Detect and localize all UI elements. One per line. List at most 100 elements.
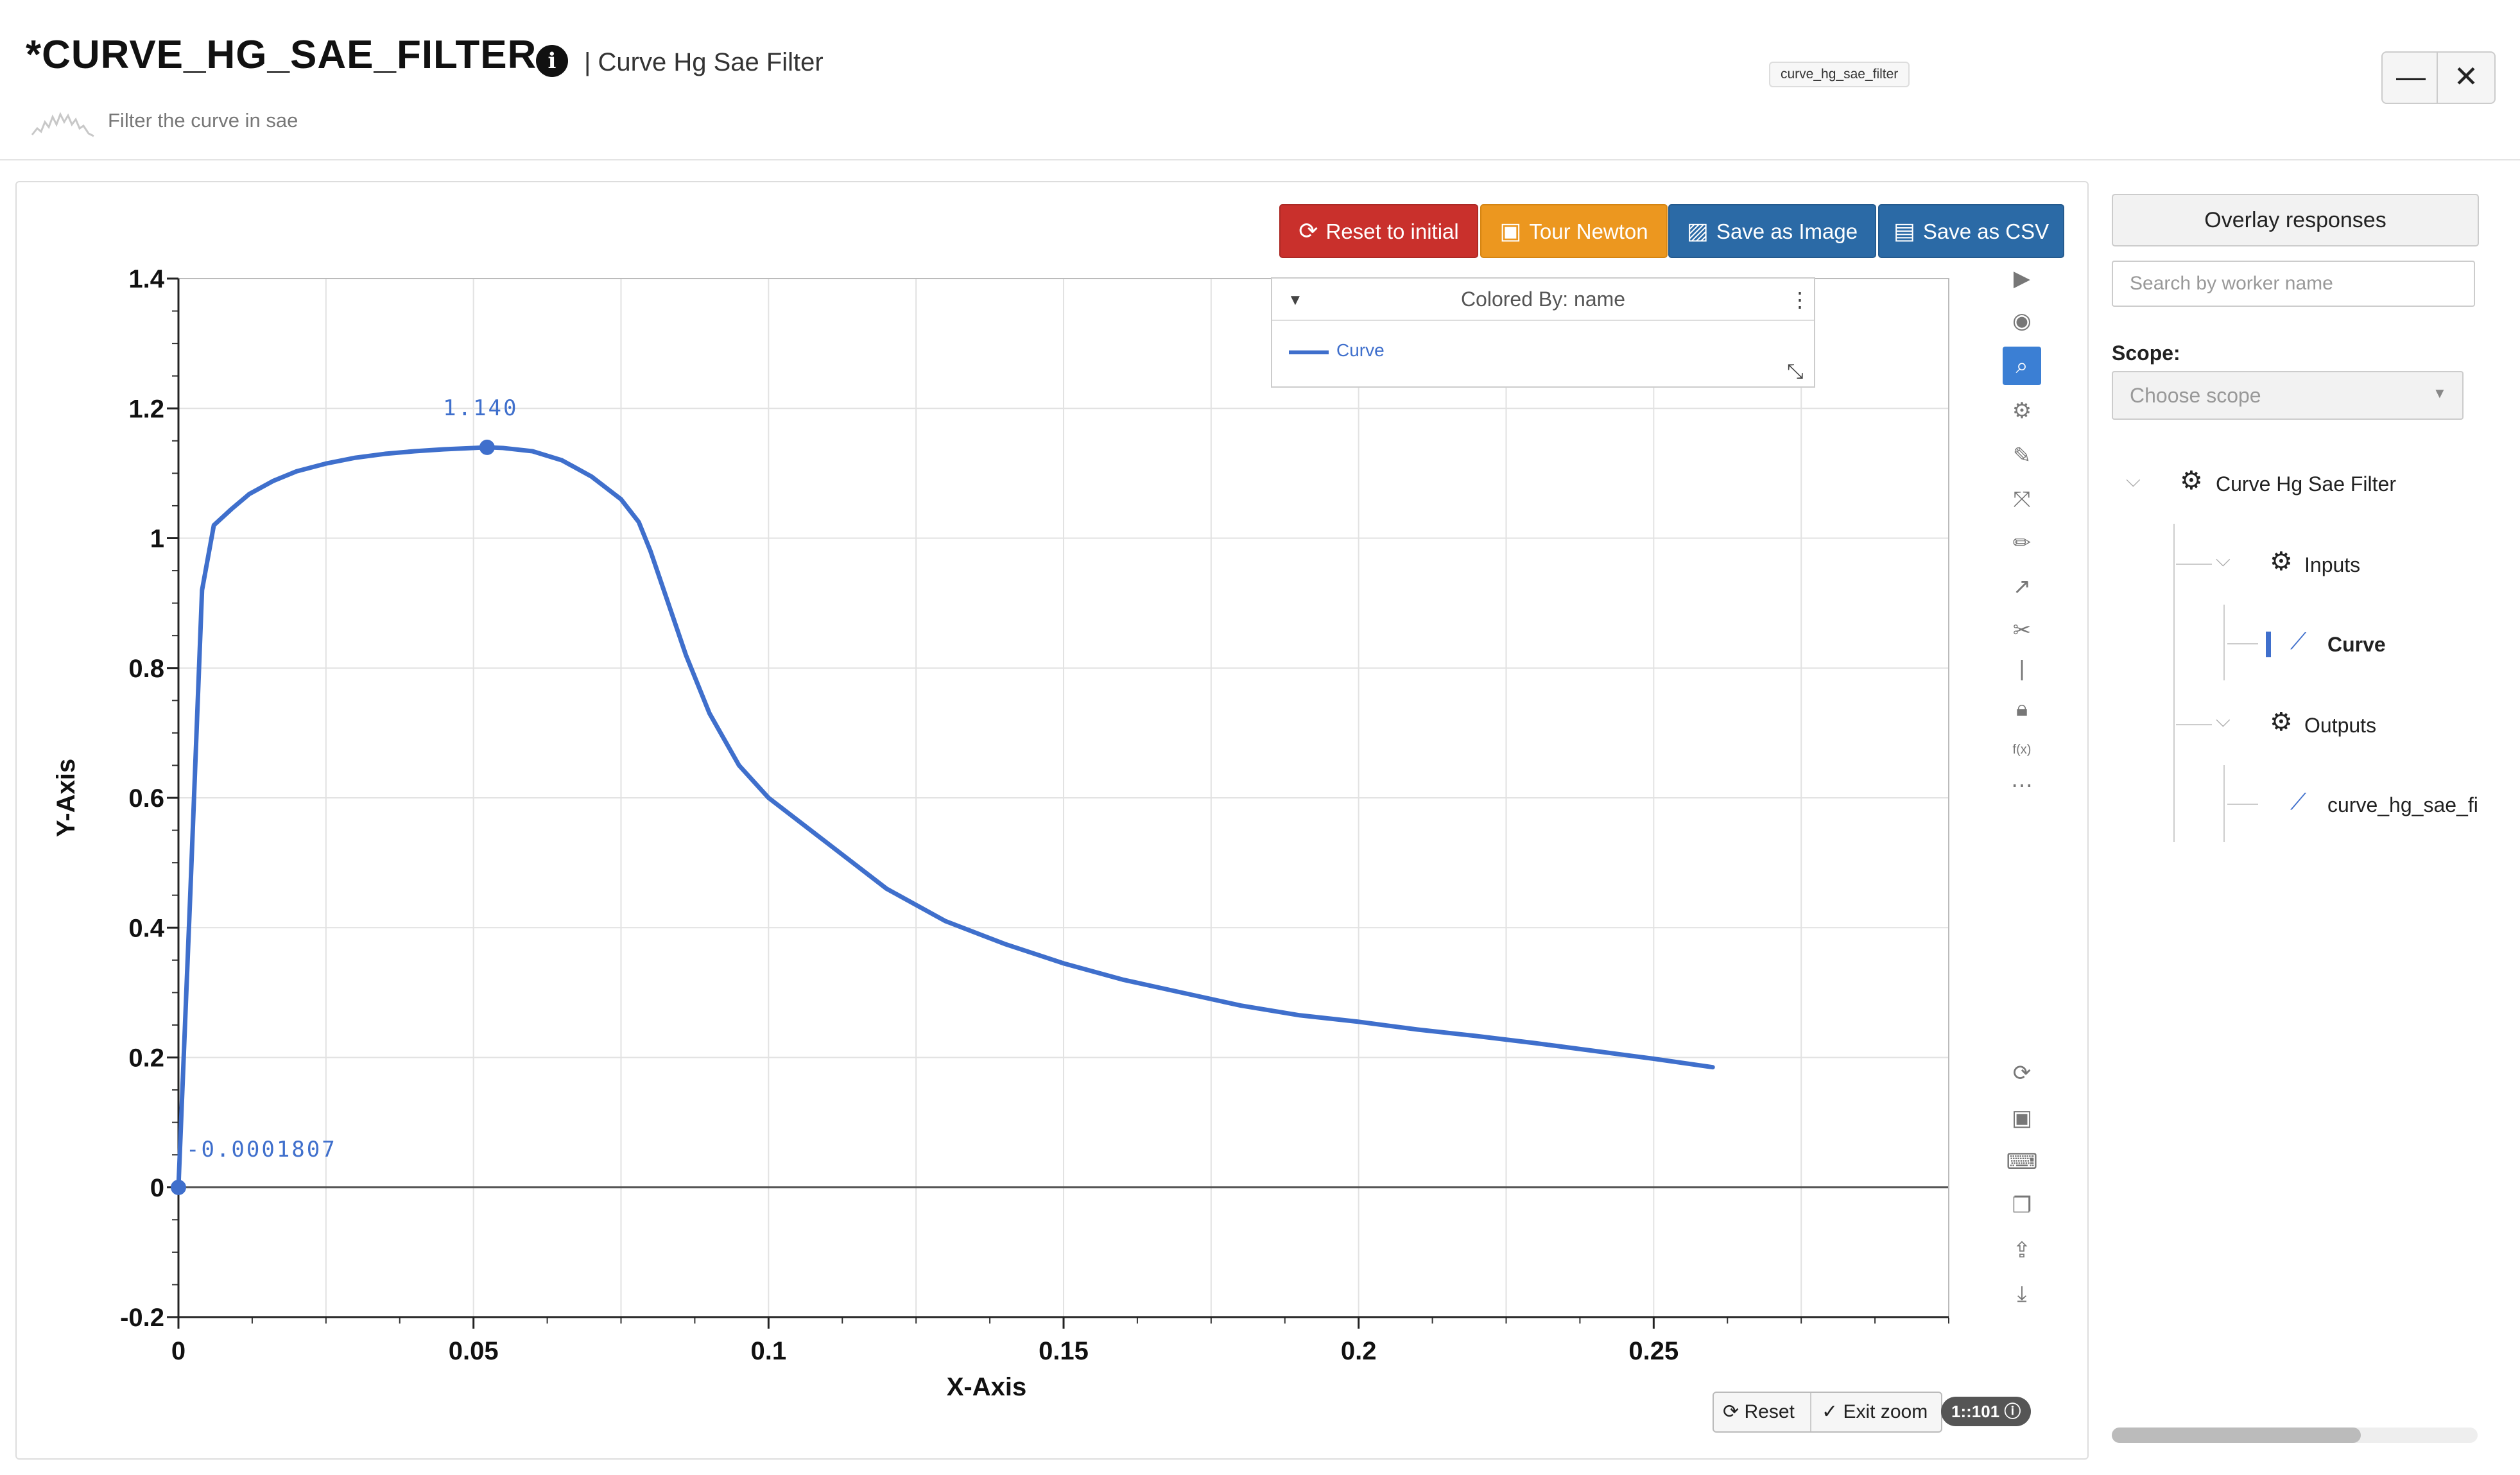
- series-line-curve: [176, 445, 1715, 1190]
- gear-icon: ⚙: [2270, 548, 2293, 576]
- copy-icon[interactable]: ❐: [2012, 1193, 2032, 1218]
- chevron-down-icon[interactable]: ⌵: [2126, 470, 2141, 491]
- x-tick-label: 0.2: [1341, 1337, 1377, 1365]
- tree-item-output-curve[interactable]: curve_hg_sae_fil: [2327, 793, 2478, 816]
- minimize-button[interactable]: —: [2381, 51, 2440, 104]
- arrow-icon[interactable]: ↗: [2012, 574, 2032, 599]
- legend-swatch: [1289, 350, 1329, 354]
- x-tick-label: 0.05: [449, 1337, 499, 1365]
- exit-zoom-button[interactable]: ✓ Exit zoom: [1810, 1393, 1928, 1431]
- y-tick-label: -0.2: [120, 1304, 164, 1332]
- gear-icon[interactable]: ⚙: [2012, 399, 2032, 423]
- tour-newton-button[interactable]: ▣ Tour Newton: [1480, 204, 1668, 258]
- ratio-badge[interactable]: 1::101 ⓘ: [1941, 1397, 2032, 1426]
- save-as-csv-button[interactable]: ▤ Save as CSV: [1878, 204, 2064, 258]
- lock-icon[interactable]: 🔒︎: [2015, 696, 2028, 721]
- reset-zoom-label: Reset: [1744, 1401, 1795, 1422]
- tree-connector: [2223, 765, 2225, 842]
- chart-legend[interactable]: ▼ Colored By: name ⋮ Curve ⤡: [1271, 277, 1815, 388]
- page-subtitle: | Curve Hg Sae Filter: [584, 48, 824, 76]
- name-tooltip: curve_hg_sae_filter: [1769, 62, 1910, 87]
- reset-to-initial-label: Reset to initial: [1325, 220, 1459, 243]
- tree-item-outputs[interactable]: Outputs: [2304, 714, 2377, 737]
- keyboard-icon[interactable]: ⌨: [2006, 1150, 2038, 1174]
- refresh-icon[interactable]: ⟳: [2012, 1061, 2032, 1085]
- suitcase-icon: ▣: [1499, 218, 1522, 244]
- annotation-label: -0.0001807: [186, 1137, 337, 1162]
- save-icon[interactable]: ▣: [2011, 1106, 2033, 1130]
- chart-line-icon: ⟋: [2290, 788, 2307, 815]
- tree-item-curve[interactable]: Curve: [2327, 633, 2386, 656]
- x-tick-label: 0.15: [1039, 1337, 1089, 1365]
- legend-resize-icon[interactable]: ⤡: [1787, 359, 1804, 383]
- page-title: *CURVE_HG_SAE_FILTER: [26, 33, 537, 77]
- legend-header: [1272, 279, 1814, 321]
- y-tick-label: 1: [150, 525, 164, 553]
- legend-title: Colored By: name: [1460, 288, 1626, 311]
- upload-icon[interactable]: ⇪: [2012, 1238, 2032, 1263]
- scope-select[interactable]: Choose scope: [2112, 371, 2464, 420]
- tree-connector: [2173, 524, 2175, 842]
- legend-series-label[interactable]: Curve: [1336, 340, 1385, 360]
- tour-newton-label: Tour Newton: [1529, 220, 1648, 243]
- y-tick-label: 1.2: [128, 395, 164, 423]
- legend-menu-icon[interactable]: ⋮: [1790, 288, 1810, 311]
- zoom-controls: ⟳ Reset ✓ Exit zoom: [1713, 1392, 1942, 1433]
- eye-icon[interactable]: ◉: [2012, 309, 2032, 333]
- chart-line-icon: ⟋: [2290, 628, 2307, 654]
- refresh-icon: ⟳: [1723, 1401, 1745, 1422]
- overlay-responses-button[interactable]: Overlay responses: [2112, 194, 2479, 246]
- image-icon: ▨: [1686, 218, 1709, 244]
- more-icon[interactable]: ⋯: [2011, 773, 2033, 798]
- chart-panel: [15, 181, 2089, 1460]
- y-tick-label: 0.6: [128, 784, 164, 813]
- reset-to-initial-button[interactable]: ⟳ Reset to initial: [1279, 204, 1478, 258]
- csv-file-icon: ▤: [1893, 218, 1915, 244]
- info-icon[interactable]: i: [536, 45, 568, 77]
- tree-item-root[interactable]: Curve Hg Sae Filter: [2216, 472, 2396, 496]
- zoom-icon[interactable]: ⌕: [2003, 347, 2041, 385]
- tree-connector: [2176, 724, 2212, 725]
- x-tick-label: 0.1: [751, 1337, 787, 1365]
- exit-zoom-label: Exit zoom: [1843, 1401, 1928, 1422]
- info-icon: ⓘ: [2004, 1402, 2021, 1421]
- ratio-label: 1::101: [1951, 1402, 2000, 1421]
- worker-search-input[interactable]: Search by worker name: [2112, 261, 2475, 307]
- y-tick-label: 0: [150, 1174, 164, 1202]
- x-tick-label: 0: [171, 1337, 186, 1365]
- tree-connector: [2176, 564, 2212, 565]
- tree-scrollbar-thumb[interactable]: [2112, 1428, 2361, 1443]
- y-tick-label: 0.8: [128, 655, 164, 683]
- save-as-image-label: Save as Image: [1716, 220, 1858, 243]
- check-icon: ✓: [1822, 1401, 1843, 1422]
- selected-indicator: [2266, 632, 2271, 657]
- annotation-point: [171, 1179, 186, 1195]
- tree-connector: [2227, 804, 2258, 805]
- save-as-image-button[interactable]: ▨ Save as Image: [1668, 204, 1876, 258]
- tree-connector: [2223, 605, 2225, 680]
- reset-zoom-button[interactable]: ⟳ Reset: [1723, 1393, 1795, 1431]
- annotation-label: 1.140: [443, 395, 518, 421]
- close-button[interactable]: ✕: [2437, 51, 2496, 104]
- y-axis-title: Y-Axis: [52, 759, 80, 837]
- x-axis-title: X-Axis: [947, 1373, 1027, 1401]
- y-tick-label: 0.2: [128, 1044, 164, 1073]
- waveform-icon: [31, 112, 94, 137]
- gear-icon: ⚙: [2180, 467, 2203, 495]
- legend-collapse-icon[interactable]: ▼: [1288, 291, 1303, 309]
- chevron-down-icon[interactable]: ⌵: [2216, 549, 2231, 571]
- tools-icon[interactable]: ✂: [2012, 618, 2032, 643]
- chevron-down-icon[interactable]: ⌵: [2216, 710, 2231, 731]
- tree-item-inputs[interactable]: Inputs: [2304, 553, 2361, 576]
- brush-icon[interactable]: ✎: [2012, 444, 2032, 468]
- function-icon[interactable]: f(x): [2012, 743, 2032, 757]
- fit-icon[interactable]: ⤧: [2013, 487, 2031, 512]
- download-icon[interactable]: ⤓: [2017, 1282, 2027, 1306]
- pencil-icon[interactable]: ✏: [2012, 531, 2032, 555]
- play-icon[interactable]: ▶: [2013, 266, 2031, 291]
- annotation-point: [479, 439, 495, 455]
- save-as-csv-label: Save as CSV: [1922, 220, 2050, 243]
- scope-label: Scope:: [2112, 341, 2180, 365]
- tree-connector: [2227, 643, 2258, 644]
- gear-icon: ⚙: [2270, 708, 2293, 736]
